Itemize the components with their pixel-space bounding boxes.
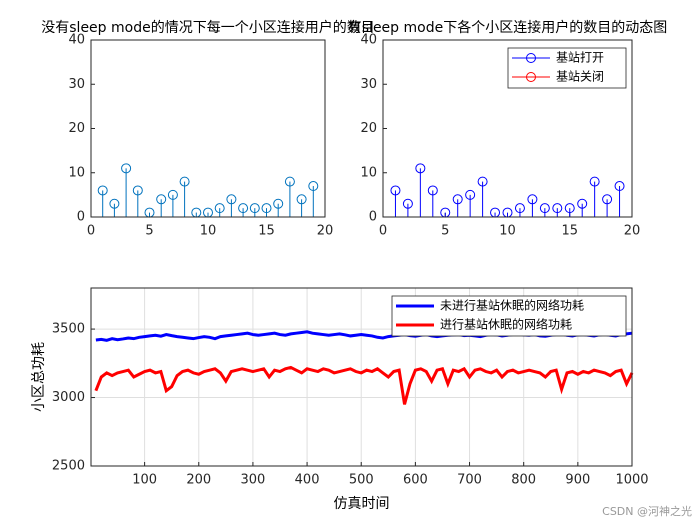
x-tick-label: 15 xyxy=(258,224,275,239)
x-tick-label: 800 xyxy=(511,473,536,488)
x-tick-label: 5 xyxy=(441,224,449,239)
axes-box xyxy=(90,287,633,467)
x-tick-label: 700 xyxy=(457,473,482,488)
x-tick-label: 100 xyxy=(132,473,157,488)
y-tick-label: 3000 xyxy=(52,390,85,405)
stem-marker xyxy=(273,198,284,209)
y-tick-label: 0 xyxy=(369,210,377,225)
x-tick-label: 400 xyxy=(295,473,320,488)
stem-marker xyxy=(589,176,600,187)
y-tick-label: 3500 xyxy=(52,322,85,337)
x-axis-label: 仿真时间 xyxy=(334,496,390,512)
stem-marker xyxy=(238,203,249,214)
x-tick-label: 900 xyxy=(565,473,590,488)
legend-marker xyxy=(526,72,536,82)
x-tick-label: 20 xyxy=(624,224,641,239)
x-tick-label: 600 xyxy=(403,473,428,488)
stem-marker xyxy=(390,185,401,196)
stem-marker xyxy=(296,194,307,205)
stem-marker xyxy=(179,176,190,187)
stem-marker xyxy=(477,176,488,187)
stem-marker xyxy=(427,185,438,196)
legend-label: 基站关闭 xyxy=(556,70,604,84)
x-tick-label: 15 xyxy=(561,224,578,239)
stem-marker xyxy=(284,176,295,187)
stem-marker xyxy=(564,203,575,214)
series-line xyxy=(94,365,634,405)
stem-marker xyxy=(308,181,319,192)
chart-title: 没有sleep mode的情况下每一个小区连接用户的数目 xyxy=(41,19,374,36)
x-tick-label: 500 xyxy=(349,473,374,488)
y-tick-label: 40 xyxy=(360,33,377,48)
legend-box xyxy=(391,295,627,337)
stem-marker xyxy=(415,163,426,174)
x-tick-label: 0 xyxy=(87,224,95,239)
stem-marker xyxy=(109,198,120,209)
stem-marker xyxy=(552,203,563,214)
x-tick-label: 20 xyxy=(317,224,334,239)
y-tick-label: 20 xyxy=(360,121,377,136)
watermark: CSDN @河神之光 xyxy=(602,504,692,518)
x-tick-label: 10 xyxy=(499,224,516,239)
axes-box xyxy=(382,39,633,218)
legend-marker xyxy=(526,53,536,63)
chart-title: 有sleep mode下各个小区连接用户的数目的动态图 xyxy=(348,19,667,36)
stem-marker xyxy=(402,198,413,209)
plot-area xyxy=(91,40,325,217)
y-tick-label: 40 xyxy=(68,33,85,48)
y-tick-label: 2500 xyxy=(52,459,85,474)
stem-marker xyxy=(539,203,550,214)
stem-marker xyxy=(214,203,225,214)
y-tick-label: 10 xyxy=(360,165,377,180)
stem-marker xyxy=(226,194,237,205)
stem-marker xyxy=(249,203,260,214)
stem-marker xyxy=(156,194,167,205)
axes-box xyxy=(90,39,326,218)
y-tick-label: 0 xyxy=(77,210,85,225)
stem-marker xyxy=(614,181,625,192)
stem-marker xyxy=(261,203,272,214)
y-tick-label: 30 xyxy=(360,77,377,92)
y-tick-label: 20 xyxy=(68,121,85,136)
stem-marker xyxy=(577,198,588,209)
x-tick-label: 10 xyxy=(200,224,217,239)
stem-marker xyxy=(602,194,613,205)
y-tick-label: 30 xyxy=(68,77,85,92)
stem-marker xyxy=(452,194,463,205)
x-tick-label: 5 xyxy=(145,224,153,239)
legend-label: 基站打开 xyxy=(556,51,604,65)
stem-marker xyxy=(465,189,476,200)
stem-marker xyxy=(527,194,538,205)
y-axis-label: 小区总功耗 xyxy=(31,342,47,412)
stem-marker xyxy=(121,163,132,174)
stem-marker xyxy=(132,185,143,196)
x-tick-label: 1000 xyxy=(615,473,648,488)
legend-label: 未进行基站休眠的网络功耗 xyxy=(440,298,584,313)
stem-marker xyxy=(97,185,108,196)
stem-marker xyxy=(514,203,525,214)
x-tick-label: 200 xyxy=(186,473,211,488)
legend-label: 进行基站休眠的网络功耗 xyxy=(440,317,572,332)
stem-marker xyxy=(167,189,178,200)
y-tick-label: 10 xyxy=(68,165,85,180)
x-tick-label: 0 xyxy=(379,224,387,239)
x-tick-label: 300 xyxy=(241,473,266,488)
